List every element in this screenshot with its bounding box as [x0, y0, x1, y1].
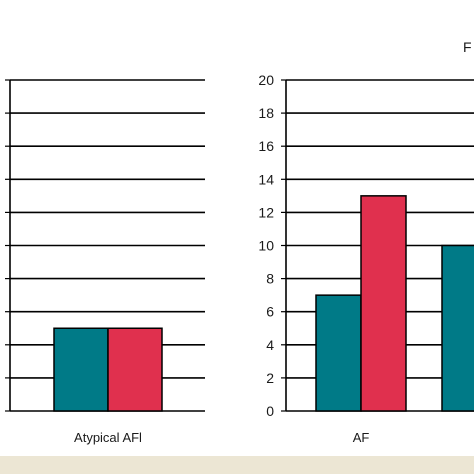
chart-figure: Atypical AFl 02468101214161820AFAF F	[5, 39, 474, 445]
bar	[441, 244, 474, 412]
y-tick-label: 8	[266, 271, 274, 287]
y-tick-label: 12	[258, 204, 274, 220]
y-tick-label: 18	[258, 105, 274, 121]
y-tick-label: 0	[266, 403, 274, 419]
y-tick-label: 4	[266, 337, 274, 353]
right-bar-chart: 02468101214161820AFAF	[258, 72, 474, 445]
y-tick-label: 16	[258, 138, 274, 154]
y-tick-label: 20	[258, 72, 274, 88]
bar	[53, 327, 109, 412]
left-bar-chart: Atypical AFl	[5, 79, 205, 445]
bar	[315, 294, 362, 412]
corner-label: F	[463, 39, 472, 55]
figure-panel: Atypical AFl 02468101214161820AFAF F	[0, 0, 474, 456]
bar	[107, 327, 163, 412]
x-category-label: AF	[353, 430, 370, 445]
y-tick-label: 10	[258, 238, 274, 254]
bar	[360, 195, 407, 412]
y-tick-label: 6	[266, 304, 274, 320]
y-tick-label: 2	[266, 370, 274, 386]
x-category-label: Atypical AFl	[74, 430, 142, 445]
y-tick-label: 14	[258, 171, 274, 187]
